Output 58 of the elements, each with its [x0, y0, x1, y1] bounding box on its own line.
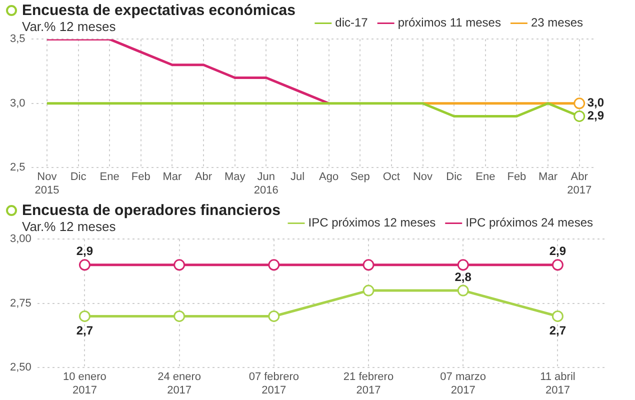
- x-tick-label: 07 marzo 2017: [440, 371, 486, 396]
- chart-subtitle: Var.% 12 meses: [22, 219, 117, 234]
- x-tick-label: Jul: [290, 171, 305, 184]
- point: [457, 259, 469, 271]
- x-tick-label: Oct: [382, 171, 400, 184]
- y-tick-label: 2,5: [10, 162, 26, 174]
- point: [457, 284, 469, 296]
- point: [78, 310, 90, 322]
- y-tick-label: 2,75: [10, 297, 32, 310]
- point: [362, 284, 374, 296]
- point: [78, 259, 90, 271]
- x-tick-label: 21 febrero 2017: [343, 371, 394, 396]
- chart-title: Encuesta de expectativas económicas: [22, 2, 296, 19]
- point: [174, 259, 186, 271]
- legend-label: próximos 11 meses: [398, 16, 501, 30]
- x-tick-label: Nov: [412, 171, 434, 184]
- x-tick-label: 11 abril 2017: [540, 371, 576, 396]
- point: [552, 259, 564, 271]
- legend-label: IPC próximos 24 meses: [466, 216, 594, 230]
- data-label: 2,8: [454, 270, 472, 284]
- legend-label: 23 meses: [530, 16, 584, 30]
- x-tick-label: Dic: [70, 171, 87, 184]
- point: [552, 310, 564, 322]
- point: [268, 259, 280, 271]
- point: [362, 259, 374, 271]
- point: [268, 310, 280, 322]
- legend-label: dic-17: [335, 16, 368, 30]
- x-tick-label: Jun 2016: [254, 171, 278, 196]
- x-tick-label: Feb: [507, 171, 526, 184]
- data-label: 2,9: [587, 108, 604, 123]
- data-label: 3,0: [587, 96, 604, 110]
- x-tick-label: 10 enero 2017: [62, 371, 106, 396]
- chart-subtitle: Var.% 12 meses: [22, 19, 117, 34]
- y-tick-label: 3,0: [10, 97, 26, 110]
- x-tick-label: Ago: [319, 171, 339, 184]
- x-tick-label: May: [224, 171, 246, 184]
- x-tick-label: Mar: [162, 171, 182, 184]
- x-tick-label: Abr: [194, 171, 212, 184]
- x-tick-label: Ene: [100, 171, 120, 184]
- x-tick-label: Ene: [476, 171, 496, 184]
- x-tick-label: Nov 2015: [34, 171, 60, 196]
- y-tick-label: 3,00: [10, 233, 32, 246]
- data-label: 2,7: [76, 324, 94, 338]
- x-tick-label: Feb: [131, 171, 150, 184]
- x-tick-label: 24 enero 2017: [158, 371, 202, 396]
- chart-title: Encuesta de operadores financieros: [22, 202, 280, 219]
- x-tick-label: Sep: [350, 171, 370, 184]
- x-tick-label: Mar: [538, 171, 558, 184]
- data-label: 2,9: [76, 244, 94, 258]
- y-tick-label: 2,50: [10, 362, 32, 374]
- x-tick-label: Dic: [446, 171, 463, 184]
- data-label: 2,9: [549, 244, 566, 258]
- y-tick-label: 3,5: [10, 33, 26, 46]
- legend-label: IPC próximos 12 meses: [308, 216, 436, 230]
- point: [174, 310, 186, 322]
- data-label: 2,7: [549, 324, 566, 338]
- x-tick-label: 07 febrero 2017: [248, 371, 299, 396]
- x-tick-label: Abr 2017: [567, 171, 592, 196]
